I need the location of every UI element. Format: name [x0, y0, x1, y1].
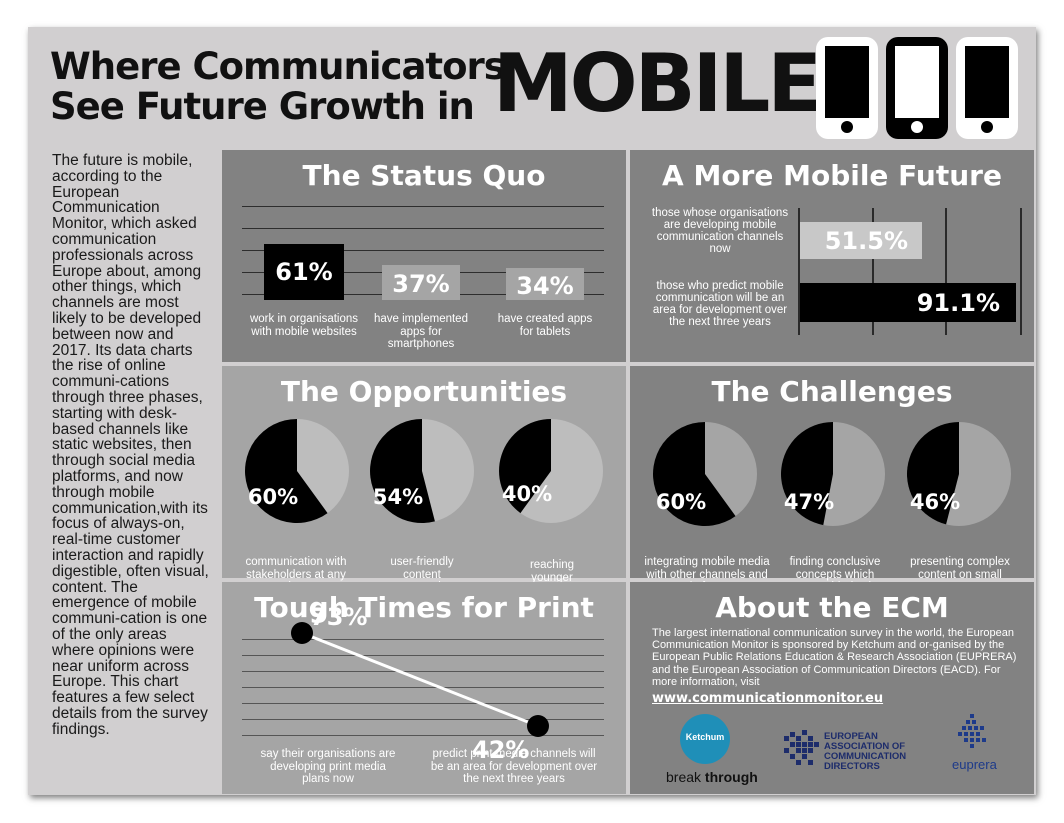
title-highlight: MOBILE [493, 37, 822, 130]
print-point-1 [291, 622, 313, 644]
bar-status-3: 34% [506, 268, 584, 300]
pie-label: 60% [247, 485, 299, 509]
opportunities-title: The Opportunities [280, 375, 568, 408]
pie-opportunities-3 [499, 419, 603, 523]
print-caption-1: say their organisations are developing p… [260, 748, 396, 785]
panel-challenges: The Challenges 60% 47% 46% integrating m… [630, 366, 1034, 593]
euprera-logo-text: euprera [952, 757, 997, 772]
status-quo-title: The Status Quo [302, 159, 546, 192]
eacd-logo-text: EUROPEAN ASSOCIATION OF COMMUNICATION DI… [824, 731, 907, 772]
about-text: The largest international communication … [652, 627, 1017, 688]
panel-status-quo: The Status Quo 61% 37% 34% work in organ… [222, 150, 626, 362]
infographic-frame: Where Communicators See Future Growth in… [28, 27, 1036, 795]
pie-label: 60% [655, 490, 707, 514]
bar-future-1: 51.5% [800, 222, 922, 259]
ketchum-logo-text: Ketchum [685, 732, 725, 742]
title-line-2: See Future Growth in [50, 85, 475, 128]
panel-tough-times-print: Tough Times for Print 73% 42% say their … [222, 582, 626, 794]
panel-about-ecm: About the ECM The largest international … [630, 582, 1034, 794]
pie-opportunities-1 [244, 419, 349, 523]
breakthrough-logo: break through [666, 769, 758, 785]
future-label-1: those whose organisations are developing… [651, 207, 789, 255]
pie-label: 40% [501, 482, 553, 506]
challenges-title: The Challenges [711, 375, 953, 408]
bar-label: 91.1% [916, 289, 1000, 317]
pie-opportunities-2 [370, 419, 474, 523]
future-label-2: those who predict mobile communication w… [652, 280, 788, 328]
ketchum-logo-icon [680, 714, 730, 764]
pie-label: 54% [372, 485, 424, 509]
print-label-2: 42% [472, 736, 530, 764]
print-title: Tough Times for Print [254, 591, 594, 624]
phone-icon-white [816, 37, 878, 139]
phone-icon-white [956, 37, 1018, 139]
bar-label: 61% [275, 258, 333, 286]
about-link[interactable]: www.communicationmonitor.eu [652, 691, 884, 706]
panel-more-mobile-future: A More Mobile Future those whose organis… [630, 150, 1034, 362]
pie-challenges-2 [780, 422, 885, 526]
euprera-logo-icon [958, 714, 986, 748]
bar-label: 51.5% [824, 227, 908, 255]
pie-challenges-1 [652, 422, 757, 526]
bar-label: 34% [516, 272, 574, 300]
pie-challenges-3 [906, 422, 1011, 526]
print-caption-2: predict print media channels will be an … [430, 748, 598, 785]
pie-label: 47% [783, 490, 835, 514]
bar-caption: have implemented apps for smartphones [374, 313, 468, 350]
bar-status-2: 37% [382, 265, 460, 300]
bar-caption: have created apps for tablets [497, 313, 593, 338]
future-title: A More Mobile Future [662, 159, 1002, 192]
bar-label: 37% [392, 270, 450, 298]
bar-caption: work in organisations with mobile websit… [249, 313, 359, 338]
panel-opportunities: The Opportunities 60% 54% 40% communicat… [222, 366, 626, 596]
bar-status-1: 61% [264, 244, 344, 300]
phone-icon-black [886, 37, 948, 139]
sidebar-description: The future is mobile, according to the E… [52, 152, 209, 738]
eacd-logo-icon [784, 730, 819, 765]
pie-label: 46% [909, 490, 961, 514]
bar-future-2: 91.1% [800, 283, 1016, 322]
print-line-chart [291, 622, 549, 737]
about-title: About the ECM [715, 591, 949, 624]
print-label-1: 73% [310, 603, 368, 631]
title-line-1: Where Communicators [50, 45, 506, 88]
print-point-2 [527, 715, 549, 737]
